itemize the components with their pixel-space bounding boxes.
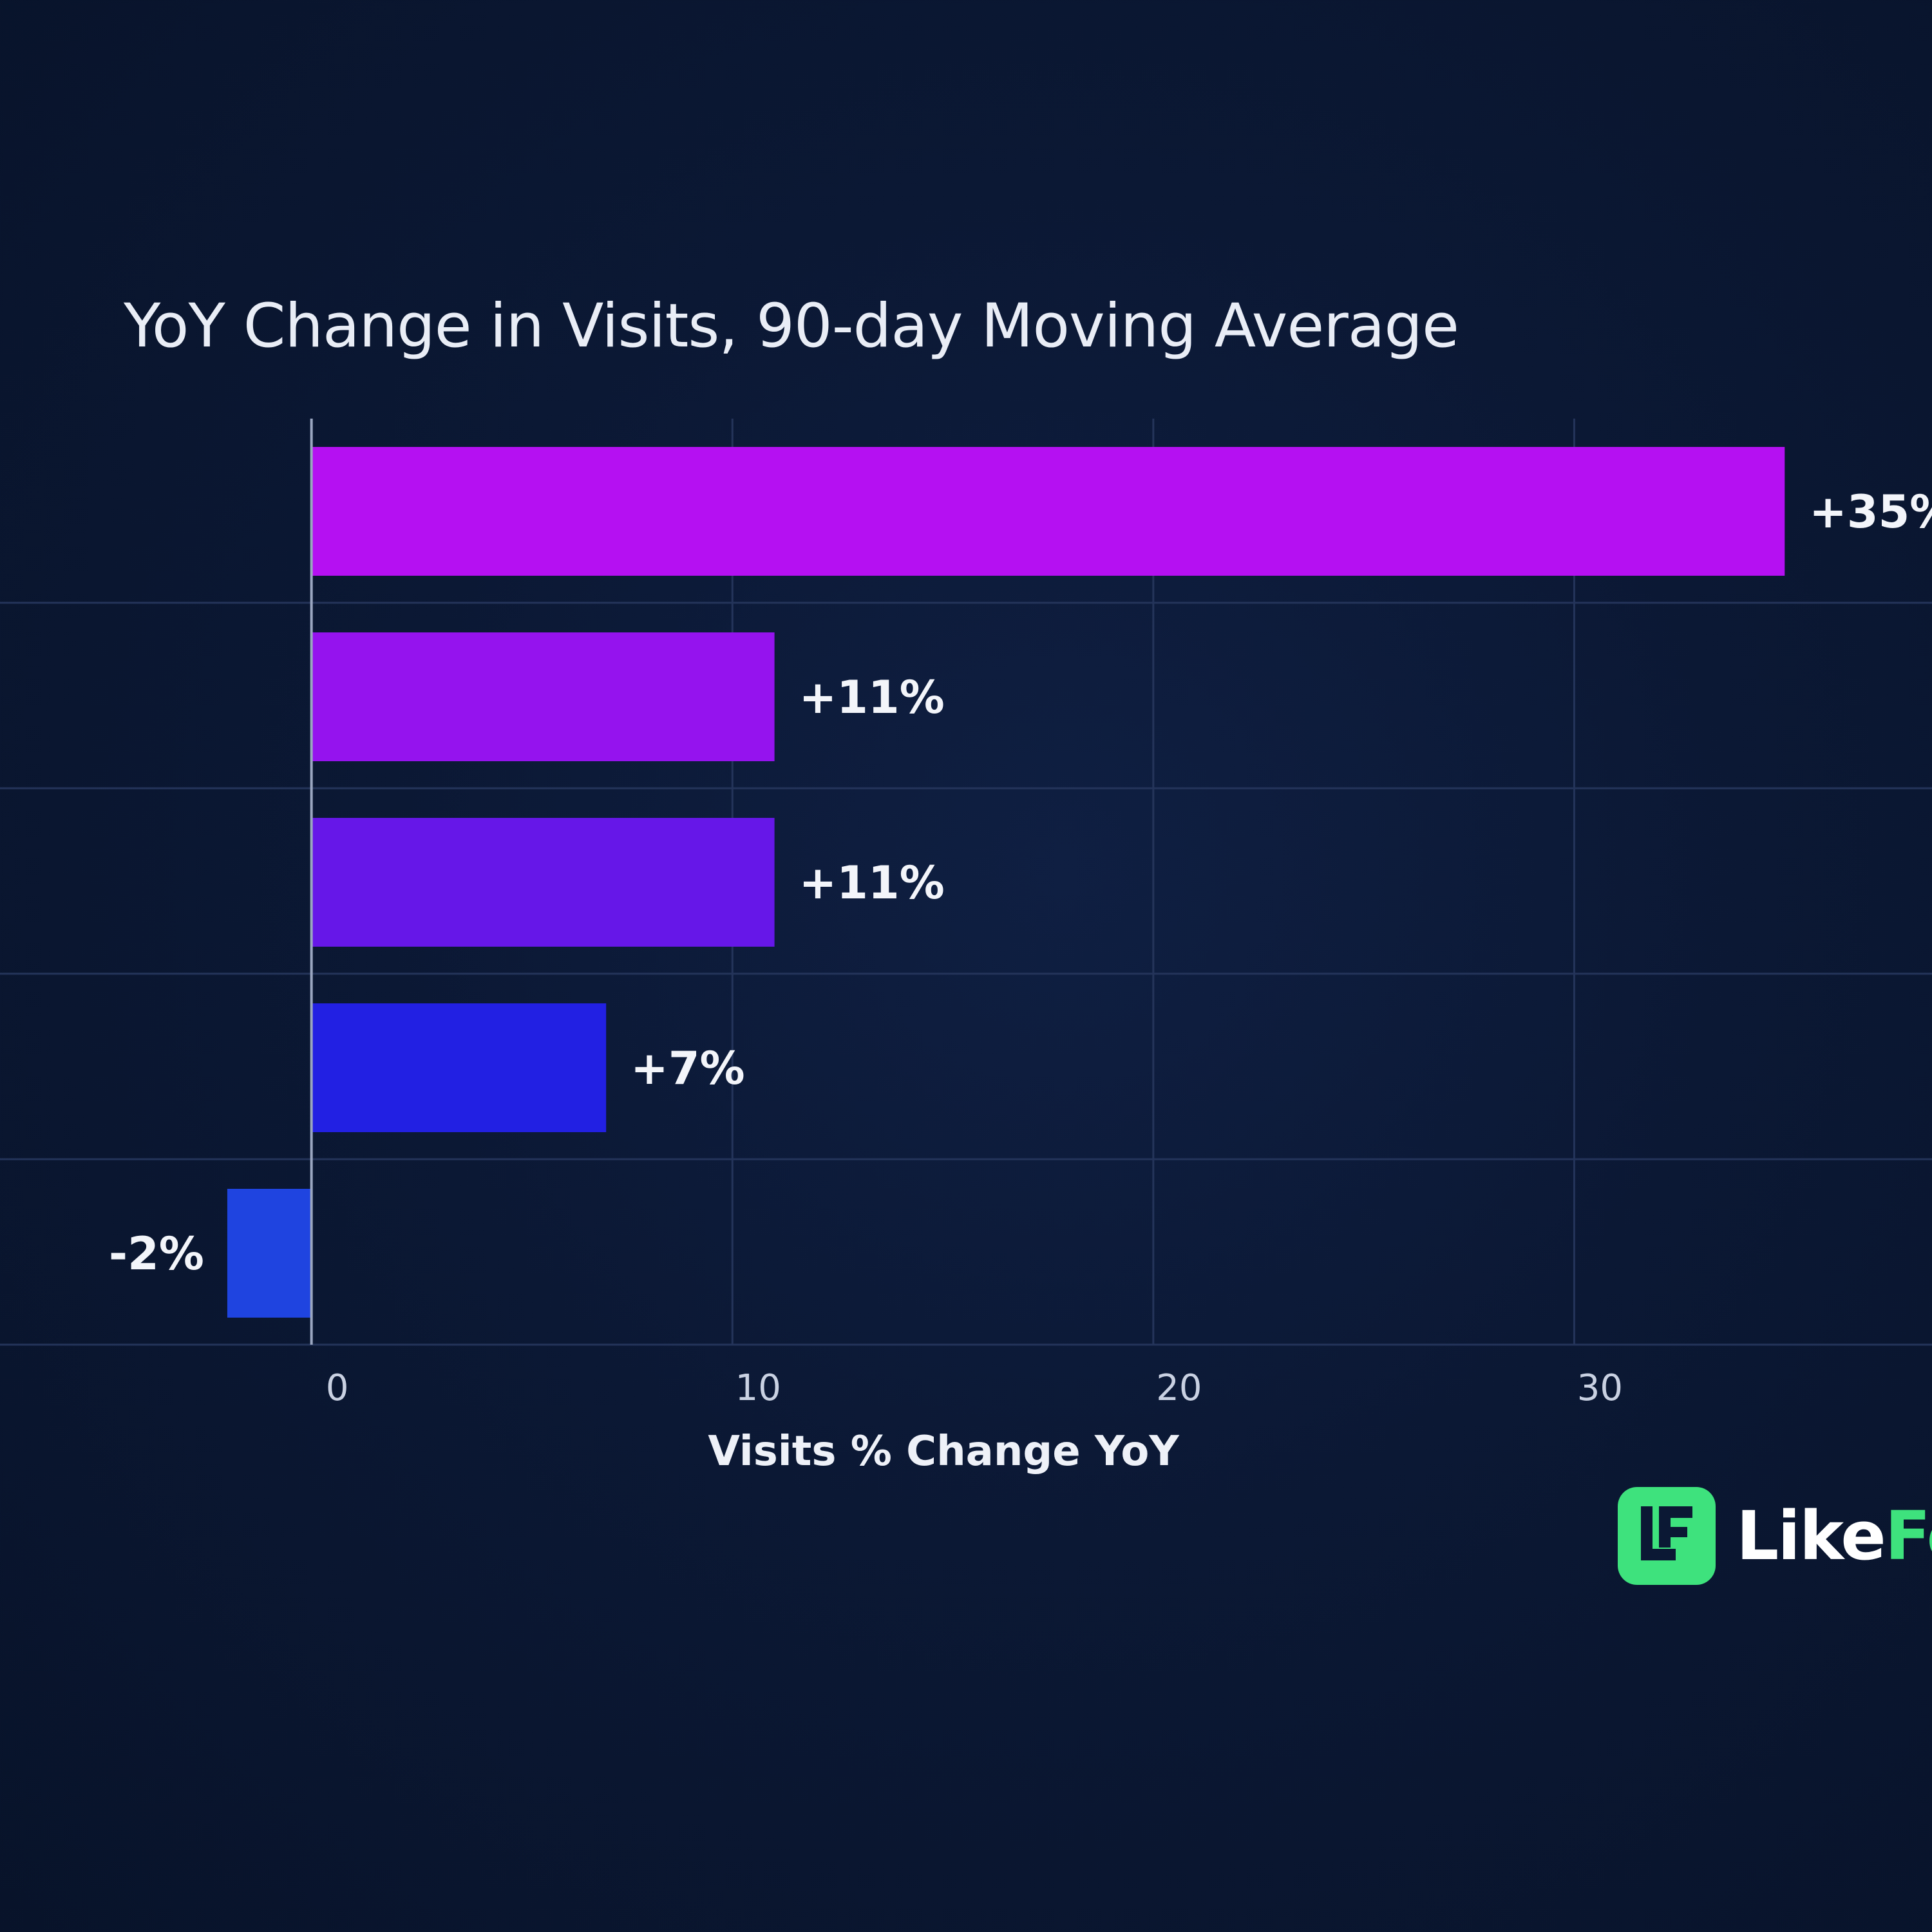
bar-value-label: +11%: [799, 671, 945, 724]
bar: [311, 447, 1785, 576]
bar: [227, 1189, 312, 1318]
x-axis-ticks: 0 10 20 30: [326, 1367, 1623, 1409]
logo-icon: [1618, 1487, 1716, 1585]
bar: [311, 818, 775, 947]
bar: [311, 1003, 607, 1132]
bar-value-label: +35%: [1809, 486, 1932, 538]
bars: [227, 447, 1785, 1318]
brand-logo: LikeFo: [1618, 1485, 1932, 1587]
x-axis-label: Visits % Change YoY: [708, 1428, 1179, 1475]
bar-value-label: -2%: [109, 1227, 204, 1280]
chart-title: YoY Change in Visits, 90-day Moving Aver…: [124, 291, 1459, 361]
bar-value-label: +7%: [630, 1042, 745, 1095]
bar: [311, 632, 775, 761]
x-tick-label: 0: [326, 1367, 349, 1409]
x-tick-label: 30: [1577, 1367, 1623, 1409]
logo-wordmark: LikeFo: [1736, 1497, 1932, 1575]
bar-value-labels: +35% +11% +11% +7% -2%: [109, 486, 1932, 1280]
x-tick-label: 10: [735, 1367, 781, 1409]
x-tick-label: 20: [1156, 1367, 1202, 1409]
bar-value-label: +11%: [799, 857, 945, 909]
